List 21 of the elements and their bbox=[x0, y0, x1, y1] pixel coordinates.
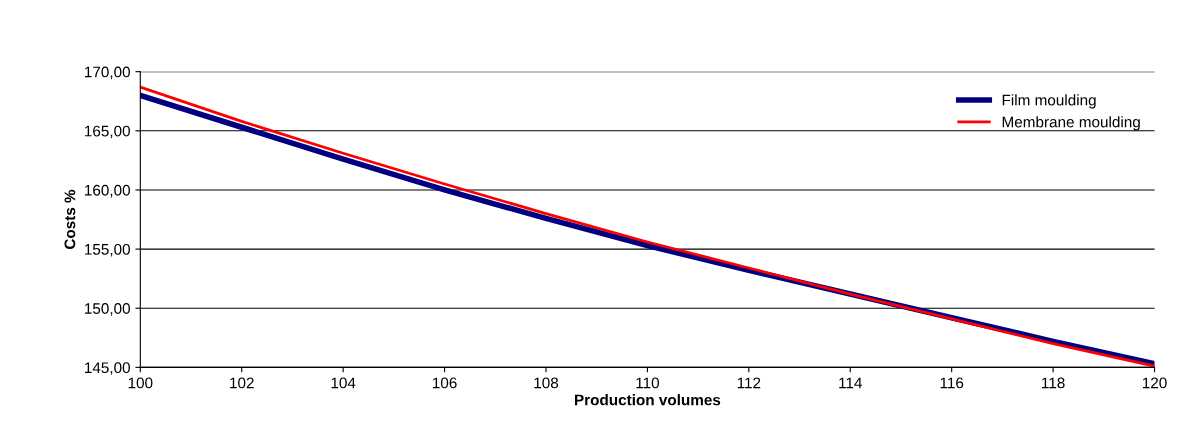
legend-label: Membrane moulding bbox=[1002, 116, 1140, 131]
x-tick-label: 110 bbox=[636, 377, 659, 389]
legend-label: Film moulding bbox=[1002, 94, 1096, 109]
y-axis-title: Costs % bbox=[64, 189, 76, 250]
x-tick-label: 106 bbox=[432, 377, 457, 389]
y-tick-label: 155,00 bbox=[85, 243, 130, 257]
x-tick-label: 118 bbox=[1042, 377, 1065, 389]
y-tick-label: 160,00 bbox=[85, 184, 130, 198]
y-tick-label: 165,00 bbox=[85, 125, 130, 139]
x-tick-label: 116 bbox=[940, 377, 964, 389]
x-tick-label: 108 bbox=[534, 377, 559, 389]
x-tick-label: 114 bbox=[839, 377, 862, 389]
y-tick-label: 145,00 bbox=[85, 362, 130, 375]
x-tick-label: 102 bbox=[230, 377, 254, 389]
x-tick-label: 104 bbox=[331, 377, 356, 389]
y-tick-label: 170,00 bbox=[85, 66, 130, 80]
x-tick-label: 112 bbox=[737, 377, 761, 389]
x-axis-title: Production volumes bbox=[575, 394, 721, 406]
x-tick-label: 120 bbox=[1142, 377, 1167, 389]
x-tick-label: 100 bbox=[128, 377, 153, 389]
y-tick-label: 150,00 bbox=[85, 303, 130, 316]
